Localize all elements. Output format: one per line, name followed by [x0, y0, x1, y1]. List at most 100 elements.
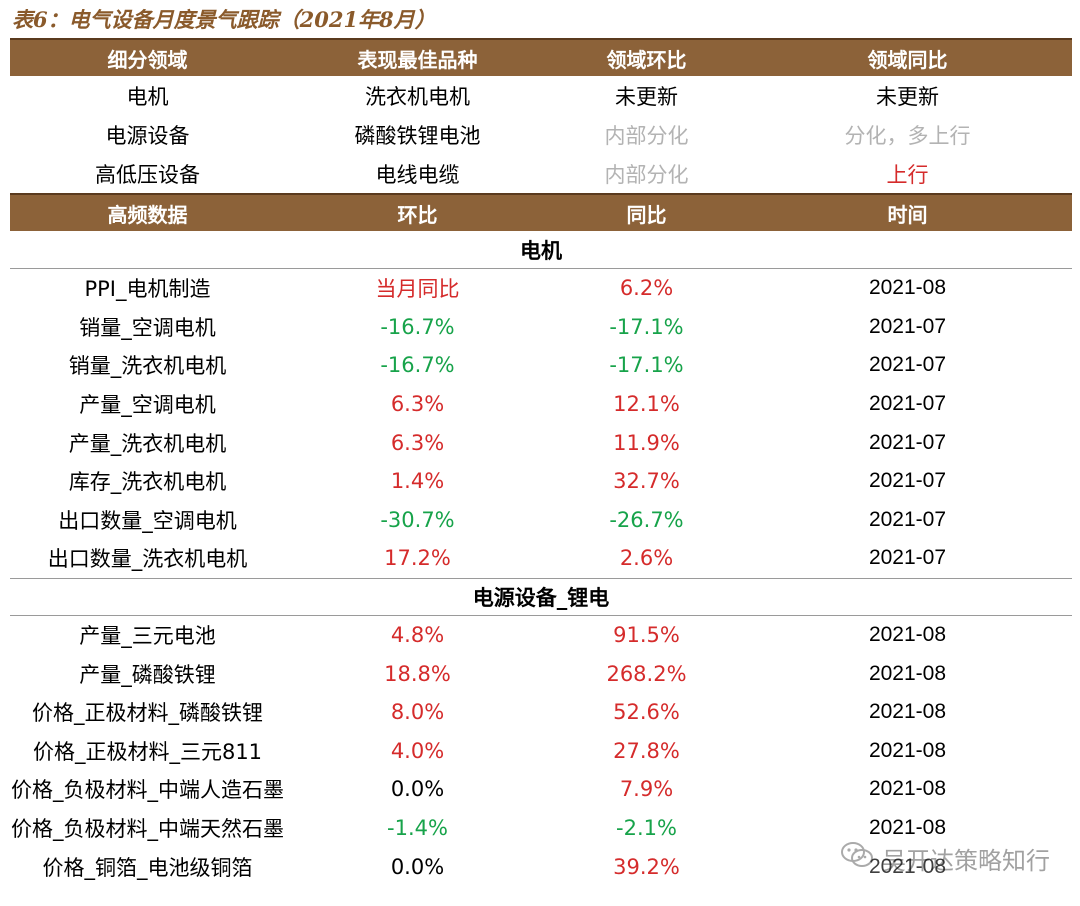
date-cell: 2021-08 [868, 816, 947, 840]
freq-header-row: 高频数据 环比 同比 时间 [10, 193, 1072, 231]
date-cell: 2021-07 [868, 546, 947, 570]
metric-name-cell: 销量_空调电机 [79, 315, 216, 340]
metric-name-cell: 价格_铜箔_电池级铜箔 [42, 855, 253, 880]
table-row: 价格_负极材料_中端人造石墨 0.0% 7.9% 2021-08 [10, 770, 1072, 809]
summary-header-row: 细分领域 表现最佳品种 领域环比 领域同比 [10, 38, 1072, 76]
header-mom: 领域环比 [606, 47, 687, 72]
monthly-tracking-table: 细分领域 表现最佳品种 领域环比 领域同比 电机 洗衣机电机 未更新 未更新电源设备 磷… [10, 38, 1072, 886]
section-title: 电机 [10, 231, 1072, 269]
mom-cell: 1.4% [390, 469, 445, 494]
yoy-cell: 6.2% [619, 276, 674, 301]
date-cell: 2021-07 [868, 353, 947, 377]
summary-row: 电机 洗衣机电机 未更新 未更新 [10, 76, 1072, 115]
section-title: 电源设备_锂电 [10, 577, 1072, 616]
yoy-cell: 39.2% [613, 854, 680, 879]
header-best: 表现最佳品种 [357, 47, 478, 72]
yoy-cell: -17.1% [609, 314, 684, 339]
table-row: 价格_正极材料_磷酸铁锂 8.0% 52.6% 2021-08 [10, 693, 1072, 732]
table-row: 销量_洗衣机电机 -16.7% -17.1% 2021-07 [10, 346, 1072, 385]
summary-best-cell: 磷酸铁锂电池 [354, 123, 481, 148]
summary-yoy-cell: 分化，多上行 [844, 123, 971, 148]
summary-field-cell: 电源设备 [105, 123, 190, 148]
yoy-cell: -26.7% [609, 507, 684, 532]
header-freq-data: 高频数据 [107, 202, 188, 227]
summary-mom-cell: 未更新 [615, 84, 678, 109]
watermark-text: 吴开达策略知行 [882, 846, 1050, 875]
header-freq-date: 时间 [887, 202, 928, 227]
summary-yoy-cell: 未更新 [876, 84, 939, 109]
metric-name-cell: 价格_正极材料_磷酸铁锂 [32, 701, 263, 726]
table-row: 产量_三元电池 4.8% 91.5% 2021-08 [10, 616, 1072, 655]
metric-name-cell: 价格_负极材料_中端人造石墨 [11, 778, 284, 803]
mom-cell: -16.7% [380, 314, 455, 339]
yoy-cell: -17.1% [609, 353, 684, 378]
summary-row: 电源设备 磷酸铁锂电池 内部分化 分化，多上行 [10, 115, 1072, 154]
metric-name-cell: 出口数量_空调电机 [58, 508, 237, 533]
mom-cell: 8.0% [390, 700, 445, 725]
header-freq-yoy: 同比 [626, 202, 667, 227]
table-row: 库存_洗衣机电机 1.4% 32.7% 2021-07 [10, 462, 1072, 501]
summary-row: 高低压设备 电线电缆 内部分化 上行 [10, 154, 1072, 193]
yoy-cell: 91.5% [613, 623, 680, 648]
summary-best-cell: 洗衣机电机 [365, 84, 470, 109]
summary-mom-cell: 内部分化 [604, 123, 689, 148]
date-cell: 2021-07 [868, 392, 947, 416]
mom-cell: 当月同比 [375, 277, 460, 302]
summary-best-cell: 电线电缆 [375, 162, 460, 187]
metric-name-cell: 价格_正极材料_三元811 [32, 739, 263, 764]
table-row: 销量_空调电机 -16.7% -17.1% 2021-07 [10, 308, 1072, 347]
date-cell: 2021-08 [868, 623, 947, 647]
table-row: 价格_铜箔_电池级铜箔 0.0% 39.2% 2021-08 [10, 847, 1072, 886]
mom-cell: 18.8% [384, 661, 451, 686]
mom-cell: 17.2% [384, 546, 451, 571]
metric-name-cell: 产量_三元电池 [79, 624, 216, 649]
mom-cell: 6.3% [390, 430, 445, 455]
yoy-cell: -2.1% [616, 816, 677, 841]
table-caption: 表6：电气设备月度景气跟踪（2021年8月） [12, 7, 436, 32]
table-row: 产量_空调电机 6.3% 12.1% 2021-07 [10, 385, 1072, 424]
wechat-icon [840, 841, 874, 875]
date-cell: 2021-07 [868, 314, 947, 338]
header-field: 细分领域 [107, 47, 188, 72]
date-cell: 2021-07 [868, 469, 947, 493]
header-freq-mom: 环比 [397, 202, 438, 227]
date-cell: 2021-07 [868, 507, 947, 531]
metric-name-cell: 出口数量_洗衣机电机 [47, 547, 248, 572]
table-row: 产量_洗衣机电机 6.3% 11.9% 2021-07 [10, 423, 1072, 462]
yoy-cell: 32.7% [613, 469, 680, 494]
metric-name-cell: 产量_磷酸铁锂 [79, 662, 216, 687]
date-cell: 2021-07 [868, 430, 947, 454]
mom-cell: -16.7% [380, 353, 455, 378]
table-row: PPI_电机制造 当月同比 6.2% 2021-08 [10, 269, 1072, 308]
yoy-cell: 7.9% [619, 777, 674, 802]
mom-cell: -30.7% [380, 507, 455, 532]
date-cell: 2021-08 [868, 854, 947, 878]
date-cell: 2021-08 [868, 276, 947, 300]
date-cell: 2021-08 [868, 777, 947, 801]
yoy-cell: 268.2% [606, 661, 687, 686]
metric-name-cell: 库存_洗衣机电机 [68, 470, 227, 495]
header-yoy: 领域同比 [867, 47, 948, 72]
watermark: 吴开达策略知行 [840, 838, 1050, 878]
mom-cell: 4.8% [390, 623, 445, 648]
summary-mom-cell: 内部分化 [604, 162, 689, 187]
table-row: 价格_正极材料_三元811 4.0% 27.8% 2021-08 [10, 732, 1072, 771]
summary-yoy-cell: 上行 [886, 162, 929, 187]
mom-cell: -1.4% [387, 816, 448, 841]
mom-cell: 4.0% [390, 738, 445, 763]
summary-field-cell: 电机 [126, 84, 169, 109]
table-row: 产量_磷酸铁锂 18.8% 268.2% 2021-08 [10, 654, 1072, 693]
date-cell: 2021-08 [868, 738, 947, 762]
table-row: 出口数量_空调电机 -30.7% -26.7% 2021-07 [10, 501, 1072, 540]
summary-field-cell: 高低压设备 [95, 162, 200, 187]
yoy-cell: 11.9% [613, 430, 680, 455]
yoy-cell: 2.6% [619, 546, 674, 571]
date-cell: 2021-08 [868, 661, 947, 685]
table-row: 价格_负极材料_中端天然石墨 -1.4% -2.1% 2021-08 [10, 809, 1072, 848]
yoy-cell: 27.8% [613, 738, 680, 763]
metric-name-cell: 价格_负极材料_中端天然石墨 [11, 817, 284, 842]
metric-name-cell: PPI_电机制造 [84, 277, 211, 302]
metric-name-cell: 产量_洗衣机电机 [68, 431, 227, 456]
metric-name-cell: 销量_洗衣机电机 [68, 354, 227, 379]
yoy-cell: 12.1% [613, 392, 680, 417]
